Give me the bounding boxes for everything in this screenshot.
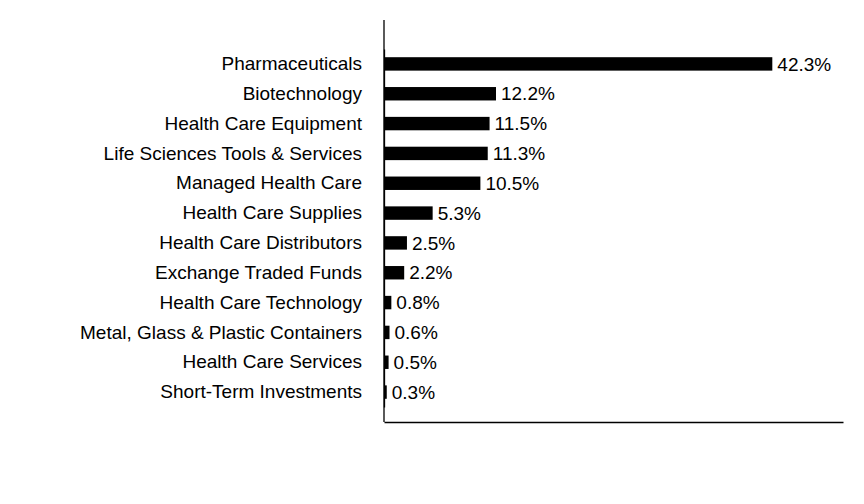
tick-label: Short-Term Investments [160,381,362,402]
bar [384,57,772,70]
tick: Life Sciences Tools & Services [104,142,384,163]
data-label: 0.5% [394,352,437,373]
data-label: 11.3% [493,143,546,164]
data-label: 0.6% [395,322,438,343]
tick: Exchange Traded Funds [155,262,384,283]
tick: Metal, Glass & Plastic Containers [80,321,384,342]
data-label: 0.8% [396,292,439,313]
tick-label: Health Care Technology [160,292,363,313]
data-label: 2.2% [409,262,452,283]
data-label: 42.3% [777,54,831,75]
tick: Health Care Equipment [165,113,385,134]
chart: Pharmaceuticals Biotechnology Health Care … [0,0,864,504]
tick-label: Biotechnology [243,83,363,104]
tick-label: Health Care Equipment [165,113,363,134]
y-axis: Pharmaceuticals Biotechnology Health Care … [80,50,384,408]
tick-label: Exchange Traded Funds [155,262,362,283]
axis-line [384,50,385,408]
tick-label: Metal, Glass & Plastic Containers [80,321,362,342]
tick-label: Pharmaceuticals [222,53,362,74]
bar [384,236,407,249]
data-label: 5.3% [438,203,481,224]
bar [384,117,490,130]
data-label: 2.5% [412,233,455,254]
tick-label: Managed Health Care [176,172,362,193]
tick-label: Health Care Supplies [182,202,362,223]
tick-label: Life Sciences Tools & Services [104,142,362,163]
data-label: 0.3% [392,382,435,403]
tick-label: Health Care Distributors [159,232,362,253]
bar [384,206,433,219]
tick: Biotechnology [243,83,384,104]
data-label: 12.2% [501,83,555,104]
tick: Health Care Supplies [182,202,384,223]
bar [384,147,488,160]
frame-left [383,20,384,422]
tick: Pharmaceuticals [222,53,384,74]
axis-line [385,422,844,423]
bar [384,177,480,190]
data-label: 10.5% [485,173,539,194]
data-label: 11.5% [495,113,548,134]
bar [384,87,496,100]
bars [384,57,772,399]
tick: Health Care Distributors [159,232,384,253]
tick: Managed Health Care [176,172,384,193]
bar [384,266,404,279]
tick: Health Care Services [182,351,384,372]
tick: Health Care Technology [160,292,384,313]
data-labels: 42.3% 12.2% 11.5% 11.3% 10.5%5.3% 2.5% 2.2% 0.8… [392,54,832,403]
tick-label: Health Care Services [182,351,362,372]
tick: Short-Term Investments [160,381,384,402]
x-axis [385,422,844,423]
